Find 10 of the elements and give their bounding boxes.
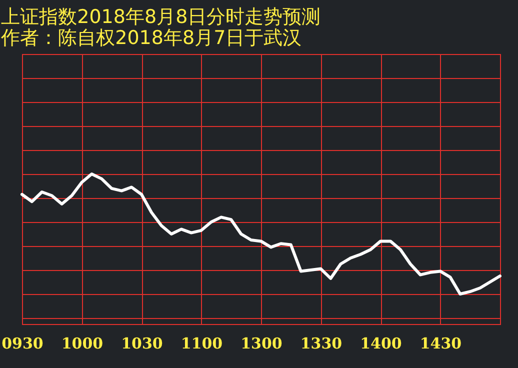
x-tick-label: 0930 bbox=[2, 334, 44, 352]
x-tick-label: 1030 bbox=[121, 334, 163, 352]
x-tick-label: 1300 bbox=[240, 334, 282, 352]
x-tick-label: 1400 bbox=[360, 334, 402, 352]
chart-title: 上证指数2018年8月8日分时走势预测 bbox=[1, 6, 321, 28]
chart-subtitle: 作者：陈自权2018年8月7日于武汉 bbox=[0, 27, 302, 49]
x-tick-label: 1330 bbox=[300, 334, 342, 352]
x-tick-label: 1100 bbox=[180, 334, 223, 352]
x-tick-label: 1430 bbox=[420, 334, 462, 352]
x-tick-label: 1000 bbox=[61, 334, 104, 352]
